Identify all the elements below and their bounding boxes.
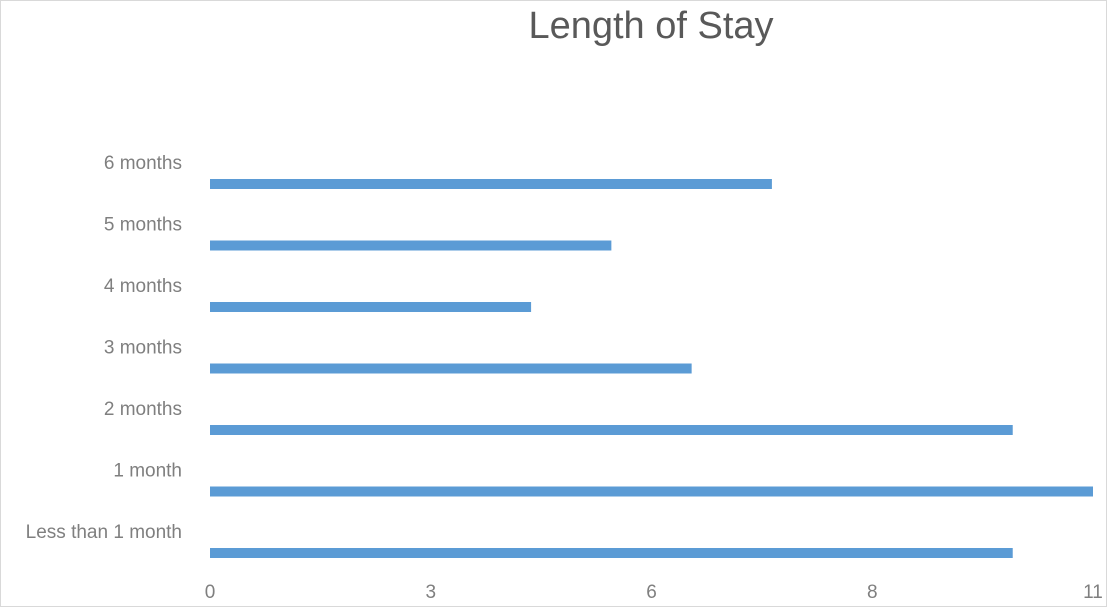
x-tick-label-4: 11 — [1083, 582, 1103, 603]
bar-4 — [210, 302, 532, 312]
x-tick-label-1: 3 — [425, 582, 436, 603]
bar-0 — [210, 548, 1013, 558]
x-tick-label-2: 6 — [646, 582, 657, 603]
chart-title: Length of Stay — [528, 5, 774, 47]
category-label-0: Less than 1 month — [26, 522, 182, 543]
bar-2 — [210, 425, 1013, 435]
category-label-6: 6 months — [104, 153, 182, 174]
category-label-4: 4 months — [104, 276, 182, 297]
category-label-3: 3 months — [104, 338, 182, 359]
bar-6 — [210, 179, 772, 189]
bar-5 — [210, 240, 612, 251]
category-label-5: 5 months — [104, 215, 182, 236]
x-tick-label-3: 8 — [867, 582, 878, 603]
category-label-2: 2 months — [104, 399, 182, 420]
bar-1 — [210, 486, 1093, 497]
bar-3 — [210, 363, 692, 374]
x-tick-label-0: 0 — [205, 582, 216, 603]
category-label-1: 1 month — [113, 461, 182, 482]
